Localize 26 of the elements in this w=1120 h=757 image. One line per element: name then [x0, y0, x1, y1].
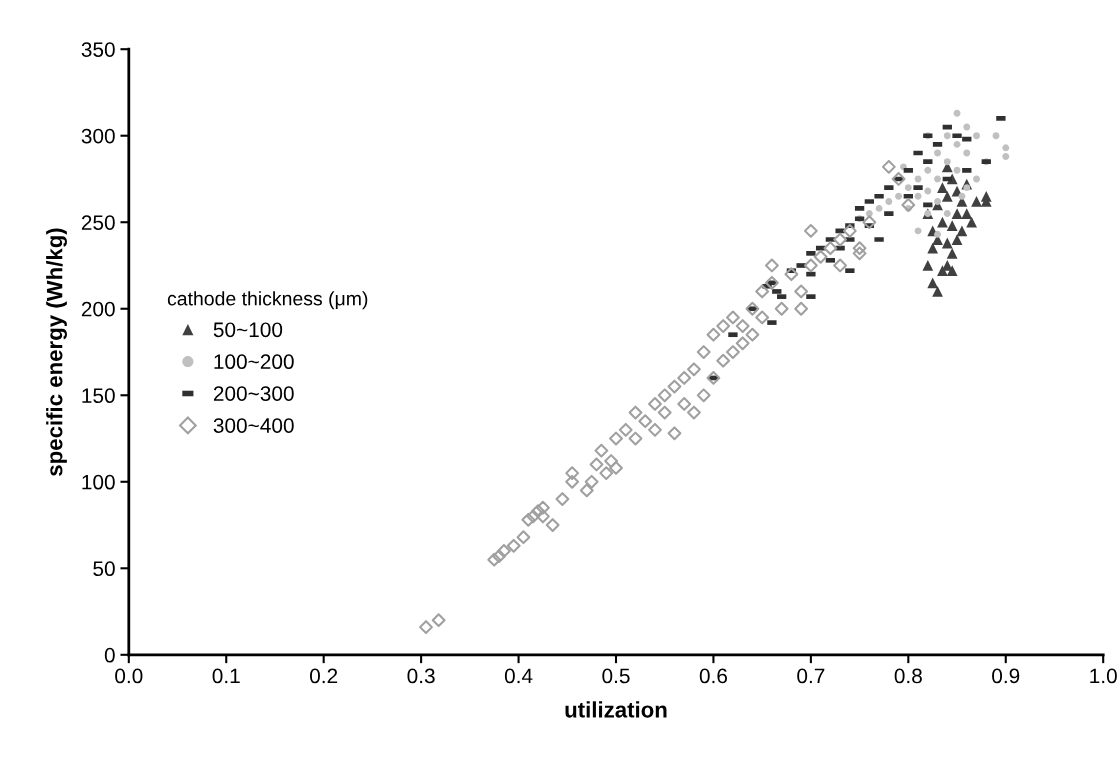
y-tick-label: 0: [104, 647, 115, 663]
x-tick-label: 0.8: [894, 668, 922, 684]
y-tick-label: 150: [82, 388, 115, 404]
x-tick-label: 0.4: [504, 668, 533, 684]
x-tick-label: 0.7: [797, 668, 825, 684]
legend-label: 50~100: [213, 322, 283, 338]
x-tick-label: 0.5: [602, 668, 630, 684]
x-tick-label: 1.0: [1090, 668, 1117, 684]
y-tick-label: 300: [81, 128, 115, 144]
legend-label: 300~400: [213, 418, 294, 433]
x-tick-label: 0.2: [310, 668, 338, 684]
y-tick-label: 250: [81, 215, 115, 230]
y-tick-label: 100: [82, 474, 115, 490]
x-tick-label: 0.9: [992, 668, 1020, 684]
y-tick-label: 50: [93, 561, 115, 577]
x-axis-title: utilization: [565, 701, 667, 718]
x-tick-label: 0.6: [699, 668, 728, 684]
y-tick-label: 350: [81, 42, 115, 57]
x-tick-label: 0.1: [212, 668, 240, 684]
y-axis-title: specific energy (Wh/kg): [46, 228, 67, 476]
legend-title: cathode thickness (μm): [167, 291, 368, 310]
y-tick-label: 200: [81, 301, 115, 317]
legend-label: 200~300: [213, 386, 294, 401]
x-tick-label: 0.0: [115, 668, 143, 684]
x-tick-label: 0.3: [407, 668, 435, 684]
legend-label: 100~200: [214, 354, 294, 370]
